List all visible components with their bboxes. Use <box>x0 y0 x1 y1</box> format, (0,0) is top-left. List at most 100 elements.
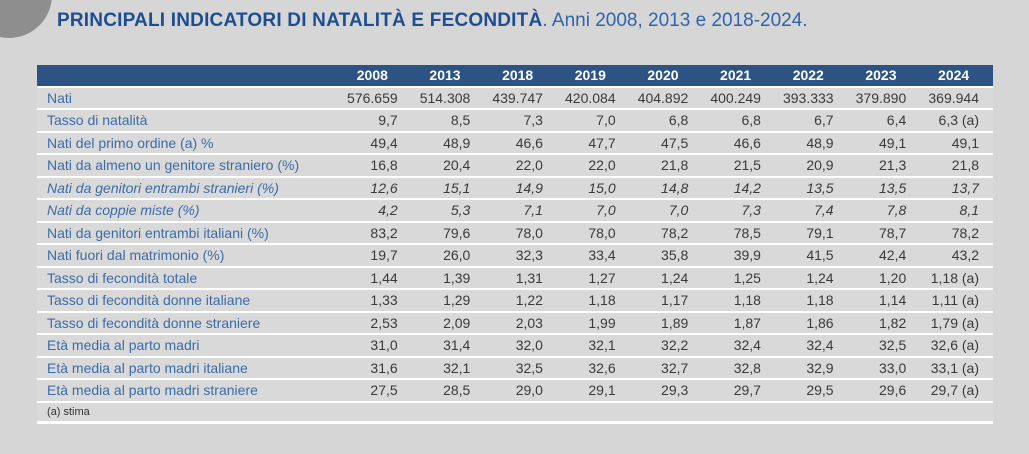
cell-value: 1,31 <box>484 266 557 290</box>
cell-value: 1,18 <box>702 289 775 313</box>
cell-value: 20,4 <box>411 154 485 178</box>
year-column-header: 2023 <box>847 65 921 88</box>
table-row: Tasso di fecondità totale 1,44 1,39 1,31 1,2… <box>37 266 993 290</box>
cell-value: 1,86 <box>774 311 848 335</box>
row-label: Nati da almeno un genitore straniero (%) <box>37 154 339 178</box>
cell-value: 32,7 <box>629 356 703 380</box>
cell-value: 8,5 <box>411 109 485 133</box>
cell-value: 21,5 <box>702 154 775 178</box>
table-row: Tasso di natalità 9,7 8,5 7,3 7,0 6,8 6,8 6,7 6,… <box>37 109 993 133</box>
cell-value: 32,5 <box>847 334 921 358</box>
cell-value: 7,0 <box>556 199 630 223</box>
cell-value: 32,8 <box>702 356 775 380</box>
cell-value: 7,3 <box>484 109 557 133</box>
year-column-header: 2022 <box>774 65 848 88</box>
cell-value: 78,0 <box>484 221 557 245</box>
cell-value: 7,0 <box>629 199 703 223</box>
cell-value: 5,3 <box>411 199 485 223</box>
cell-value: 33,1 (a) <box>920 356 993 380</box>
cell-value: 14,2 <box>702 176 775 200</box>
cell-value: 31,4 <box>411 334 485 358</box>
cell-value: 32,9 <box>774 356 848 380</box>
year-column-header: 2013 <box>411 65 485 88</box>
cell-value: 29,1 <box>556 379 630 403</box>
cell-value: 7,8 <box>847 199 921 223</box>
cell-value: 19,7 <box>339 244 412 268</box>
cell-value: 1,29 <box>411 289 485 313</box>
cell-value: 49,1 <box>847 131 921 155</box>
row-label: Tasso di fecondità donne straniere <box>37 311 339 335</box>
footnote: (a) stima <box>37 401 993 424</box>
cell-value: 78,2 <box>629 221 703 245</box>
cell-value: 31,0 <box>339 334 412 358</box>
row-label: Tasso di natalità <box>37 109 339 133</box>
table-row: Età media al parto madri straniere 27,5 28… <box>37 379 993 403</box>
row-label: Nati del primo ordine (a) % <box>37 131 339 155</box>
cell-value: 1,17 <box>629 289 703 313</box>
table-row: Nati da genitori entrambi stranieri (%) 1… <box>37 176 993 200</box>
cell-value: 46,6 <box>702 131 775 155</box>
cell-value: 15,1 <box>411 176 485 200</box>
cell-value: 1,11 (a) <box>920 289 993 313</box>
table-row: Nati da almeno un genitore straniero (%)… <box>37 154 993 178</box>
cell-value: 32,6 <box>556 356 630 380</box>
cell-value: 7,3 <box>702 199 775 223</box>
cell-value: 32,4 <box>702 334 775 358</box>
cell-value: 12,6 <box>339 176 412 200</box>
cell-value: 28,5 <box>411 379 485 403</box>
cell-value: 1,27 <box>556 266 630 290</box>
cell-value: 79,6 <box>411 221 485 245</box>
cell-value: 439.747 <box>484 86 557 110</box>
cell-value: 1,79 (a) <box>920 311 993 335</box>
corner-circle-decoration <box>0 0 52 38</box>
cell-value: 20,9 <box>774 154 848 178</box>
cell-value: 6,8 <box>629 109 703 133</box>
table-row: Nati fuori dal matrimonio (%) 19,7 26,0 32,… <box>37 244 993 268</box>
cell-value: 21,8 <box>629 154 703 178</box>
cell-value: 1,14 <box>847 289 921 313</box>
cell-value: 7,0 <box>556 109 630 133</box>
cell-value: 31,6 <box>339 356 412 380</box>
row-label-header <box>37 65 339 88</box>
cell-value: 6,4 <box>847 109 921 133</box>
cell-value: 35,8 <box>629 244 703 268</box>
cell-value: 404.892 <box>629 86 703 110</box>
cell-value: 1,20 <box>847 266 921 290</box>
table-row: Nati da coppie miste (%) 4,2 5,3 7,1 7,0 7,0 7… <box>37 199 993 223</box>
cell-value: 49,1 <box>920 131 993 155</box>
cell-value: 41,5 <box>774 244 848 268</box>
table-row: Tasso di fecondità donne straniere 2,53 2,… <box>37 311 993 335</box>
cell-value: 33,4 <box>556 244 630 268</box>
cell-value: 6,8 <box>702 109 775 133</box>
cell-value: 48,9 <box>774 131 848 155</box>
table-row: Età media al parto madri italiane 31,6 32,… <box>37 356 993 380</box>
cell-value: 22,0 <box>556 154 630 178</box>
cell-value: 4,2 <box>339 199 412 223</box>
cell-value: 21,8 <box>920 154 993 178</box>
cell-value: 33,0 <box>847 356 921 380</box>
cell-value: 32,6 (a) <box>920 334 993 358</box>
table-footnote-row: (a) stima <box>37 401 993 424</box>
cell-value: 1,89 <box>629 311 703 335</box>
cell-value: 22,0 <box>484 154 557 178</box>
cell-value: 32,0 <box>484 334 557 358</box>
row-label: Nati da coppie miste (%) <box>37 199 339 223</box>
cell-value: 32,4 <box>774 334 848 358</box>
row-label: Tasso di fecondità totale <box>37 266 339 290</box>
cell-value: 1,44 <box>339 266 412 290</box>
cell-value: 16,8 <box>339 154 412 178</box>
cell-value: 29,3 <box>629 379 703 403</box>
cell-value: 42,4 <box>847 244 921 268</box>
cell-value: 43,2 <box>920 244 993 268</box>
row-label: Età media al parto madri straniere <box>37 379 339 403</box>
cell-value: 13,5 <box>774 176 848 200</box>
cell-value: 39,9 <box>702 244 775 268</box>
table-row: Tasso di fecondità donne italiane 1,33 1,2… <box>37 289 993 313</box>
row-label: Età media al parto madri italiane <box>37 356 339 380</box>
cell-value: 7,4 <box>774 199 848 223</box>
cell-value: 32,2 <box>629 334 703 358</box>
table-row: Nati del primo ordine (a) % 49,4 48,9 46,6 4… <box>37 131 993 155</box>
cell-value: 46,6 <box>484 131 557 155</box>
row-label: Nati da genitori entrambi stranieri (%) <box>37 176 339 200</box>
